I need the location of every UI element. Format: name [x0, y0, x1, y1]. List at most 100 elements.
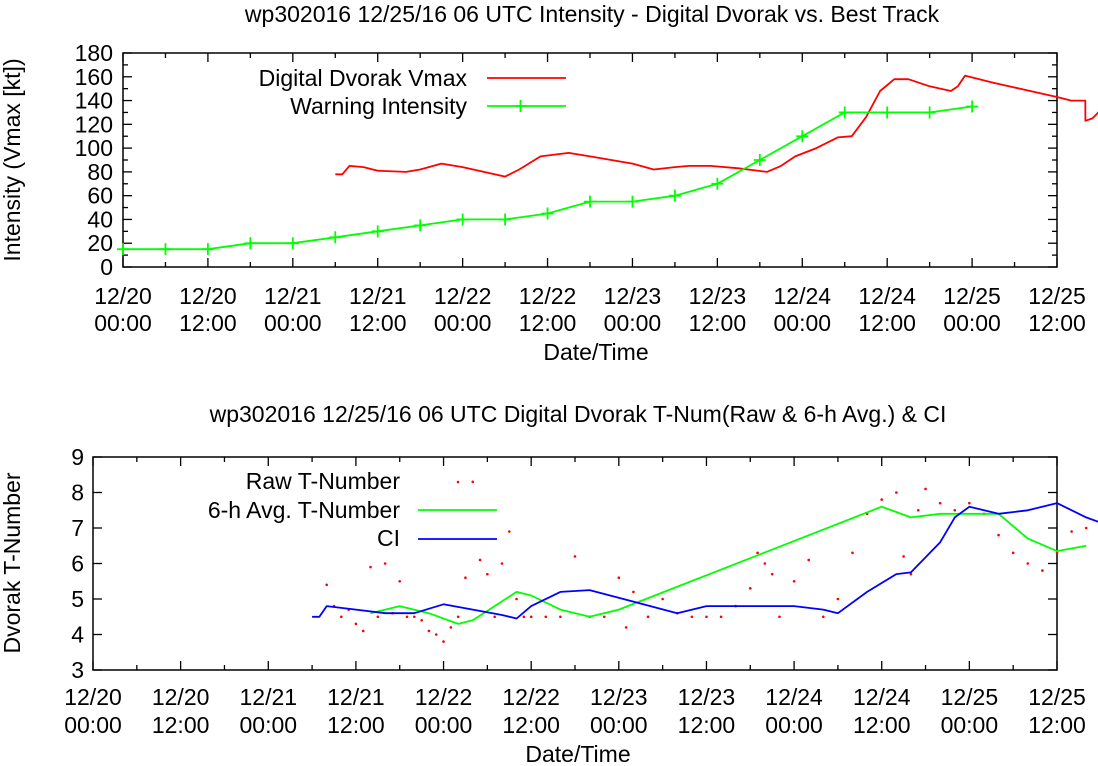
- legend-marker-warning-intensity: [514, 100, 527, 112]
- intensity-xtick-label-date: 12/21: [349, 283, 407, 309]
- tnumber-xtick-label-date: 12/23: [590, 684, 648, 710]
- tnumber-raw-t-number-point: [938, 501, 942, 505]
- tnumber-xtick-label-time: 12:00: [853, 712, 911, 738]
- intensity-xtick-label-date: 12/23: [604, 283, 662, 309]
- intensity-xtick-label-date: 12/20: [179, 283, 237, 309]
- intensity-xtick-label-time: 12:00: [349, 310, 407, 336]
- tnumber-xtick-label-date: 12/25: [941, 684, 999, 710]
- intensity-warning-intensity-point: [414, 219, 427, 232]
- tnumber-raw-t-number-point: [500, 562, 504, 565]
- tnumber-ytick-label: 8: [71, 480, 84, 506]
- tnumber-raw-t-number-point: [398, 579, 402, 583]
- intensity-xtick-label-date: 12/20: [94, 283, 152, 309]
- tnumber-raw-t-number-point: [1070, 530, 1073, 533]
- tnumber-xtick-label-time: 00:00: [941, 712, 999, 738]
- tnumber-ytick-label: 6: [71, 551, 84, 577]
- tnumber-raw-t-number-point: [478, 558, 482, 562]
- tnumber-ci-line: [312, 502, 1098, 620]
- tnumber-xtick-label-time: 12:00: [1028, 712, 1086, 738]
- intensity-warning-intensity-point: [923, 106, 936, 119]
- intensity-x-axis-label: Date/Time: [543, 339, 648, 365]
- tnumber-raw-t-number-point: [836, 597, 840, 601]
- tnumber-raw-t-number-point: [1055, 551, 1059, 555]
- intensity-xtick-label-time: 12:00: [519, 310, 577, 336]
- intensity-warning-intensity-point: [711, 177, 724, 190]
- tnumber-xtick-label-time: 00:00: [415, 712, 473, 738]
- intensity-y-axis-label: Intensity (Vmax [kt]): [0, 58, 25, 261]
- tnumber-raw-t-number-point: [807, 558, 810, 562]
- intensity-ytick-label: 60: [87, 183, 113, 209]
- tnumber-x-axis-label: Date/Time: [525, 741, 630, 766]
- intensity-xtick-label-time: 12:00: [1028, 310, 1086, 336]
- intensity-ytick-label: 80: [87, 159, 113, 185]
- tnumber-xtick-label-time: 00:00: [765, 712, 823, 738]
- intensity-warning-intensity-point: [499, 213, 512, 226]
- intensity-xtick-label-date: 12/21: [264, 283, 322, 309]
- tnumber-raw-t-number-point: [493, 615, 496, 619]
- tnumber-xtick-label-time: 12:00: [678, 712, 736, 738]
- legend-label-raw-tnumber: Raw T-Number: [246, 468, 401, 494]
- tnumber-raw-t-number-point: [624, 626, 628, 629]
- tnumber-ytick-label: 7: [71, 515, 84, 541]
- tnumber-raw-t-number-point: [427, 629, 431, 633]
- tnumber-raw-t-number-point: [968, 501, 971, 505]
- tnumber-raw-t-number-point: [1084, 526, 1088, 530]
- tnumber-raw-t-number-point: [1011, 551, 1015, 555]
- tnumber-raw-t-number-point: [916, 508, 920, 512]
- tnumber-6-h-avg-t-number-line: [370, 505, 1087, 625]
- tnumber-raw-t-number-point: [529, 615, 533, 619]
- intensity-warning-intensity-point: [626, 195, 639, 208]
- tnumber-raw-t-number-point: [719, 615, 723, 619]
- tnumber-chart-title: wp302016 12/25/16 06 UTC Digital Dvorak …: [209, 401, 947, 427]
- tnumber-raw-t-number-point: [413, 615, 416, 619]
- tnumber-raw-t-number-point: [748, 587, 752, 590]
- intensity-warning-intensity-point: [244, 237, 257, 250]
- intensity-xtick-label-time: 00:00: [773, 310, 831, 336]
- intensity-xtick-label-date: 12/23: [689, 283, 747, 309]
- tnumber-xtick-label-date: 12/24: [765, 684, 823, 710]
- tnumber-raw-t-number-point: [909, 572, 913, 576]
- intensity-xtick-label-time: 00:00: [94, 310, 152, 336]
- tnumber-raw-t-number-point: [646, 615, 650, 619]
- tnumber-raw-t-number-point: [617, 576, 621, 579]
- legend-label-ci: CI: [377, 525, 400, 551]
- tnumber-raw-t-number-point: [822, 615, 825, 619]
- intensity-warning-intensity-point: [201, 243, 214, 256]
- tnumber-raw-t-number-point: [770, 572, 774, 576]
- tnumber-xtick-label-date: 12/20: [152, 684, 210, 710]
- tnumber-raw-t-number-point: [361, 629, 365, 633]
- tnumber-raw-t-number-point: [507, 530, 511, 533]
- intensity-chart-title: wp302016 12/25/16 06 UTC Intensity - Dig…: [244, 1, 940, 27]
- intensity-warning-intensity-point: [796, 130, 809, 143]
- intensity-xtick-label-date: 12/24: [773, 283, 831, 309]
- tnumber-xtick-label-time: 00:00: [239, 712, 297, 738]
- tnumber-xtick-label-date: 12/24: [853, 684, 911, 710]
- intensity-xtick-label-date: 12/25: [943, 283, 1001, 309]
- tnumber-xtick-label-date: 12/23: [678, 684, 736, 710]
- tnumber-y-axis-label: Dvorak T-Number: [0, 472, 25, 653]
- tnumber-raw-t-number-point: [486, 572, 489, 576]
- tnumber-xtick-label-date: 12/21: [239, 684, 297, 710]
- tnumber-ytick-label: 5: [71, 586, 84, 612]
- tnumber-legend: Raw T-Number 6-h Avg. T-Number CI: [208, 468, 497, 551]
- tnumber-plot-frame: [92, 456, 1058, 671]
- intensity-warning-intensity-point: [371, 225, 384, 238]
- tnumber-raw-t-number-point: [792, 579, 796, 583]
- intensity-chart: wp302016 12/25/16 06 UTC Intensity - Dig…: [0, 1, 1098, 365]
- tnumber-raw-t-number-point: [902, 555, 905, 558]
- intensity-ytick-label: 140: [75, 88, 113, 114]
- intensity-ytick-label: 160: [75, 64, 113, 90]
- intensity-xtick-label-date: 12/24: [858, 283, 916, 309]
- tnumber-raw-t-number-point: [756, 551, 759, 555]
- tnumber-raw-t-number-point: [376, 615, 380, 619]
- intensity-ytick-label: 100: [75, 135, 113, 161]
- tnumber-raw-t-number-point: [924, 487, 927, 491]
- intensity-warning-intensity-point: [668, 189, 681, 202]
- intensity-warning-intensity-point: [753, 154, 766, 166]
- tnumber-raw-t-number-point: [442, 640, 445, 643]
- legend-label-dvorak-vmax: Digital Dvorak Vmax: [259, 65, 468, 91]
- intensity-warning-intensity-point: [584, 195, 596, 208]
- tnumber-raw-t-number-point: [895, 491, 898, 494]
- intensity-warning-intensity-point: [329, 231, 342, 244]
- tnumber-xtick-label-time: 12:00: [327, 712, 385, 738]
